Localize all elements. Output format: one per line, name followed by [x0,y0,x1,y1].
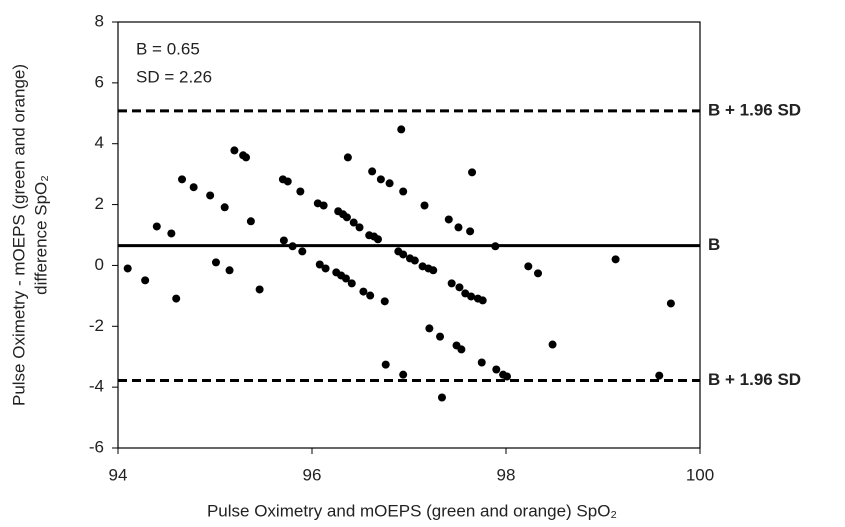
point [457,345,466,354]
point [366,291,375,300]
point [141,276,150,285]
point [315,260,324,269]
point [288,242,297,251]
y-tick-label: -2 [89,316,104,335]
point [246,217,255,226]
point [399,250,408,259]
point [381,360,390,369]
point [385,179,394,188]
point [444,215,453,224]
annotation: B = 0.65 [136,39,200,58]
point [399,187,408,196]
point [225,266,234,275]
point [492,365,501,374]
point [466,227,475,236]
point [298,247,307,256]
point [410,256,419,265]
x-tick-label: 94 [109,465,128,484]
point [425,324,434,333]
point [355,223,364,232]
point [376,175,385,184]
point [477,358,486,367]
point [359,287,368,296]
point [296,187,305,196]
point [373,235,382,244]
point [172,294,181,303]
point [349,218,358,227]
y-tick-label: 8 [95,11,104,30]
point [467,292,476,301]
reference-line-label: B + 1.96 SD [708,370,801,389]
point [342,213,351,222]
point [123,264,132,273]
point [455,283,464,292]
point [436,332,445,341]
point [206,191,215,200]
point [178,175,187,184]
y-tick-label: -4 [89,377,104,396]
point [368,167,377,176]
y-tick-label: 4 [95,133,104,152]
point [399,370,408,379]
point [152,222,161,231]
y-tick-label: 6 [95,72,104,91]
point [478,296,487,305]
point [548,340,557,349]
point [380,297,389,306]
point [420,201,429,210]
point [397,125,406,134]
point [447,279,456,288]
point [666,299,675,308]
point [611,255,620,264]
point [437,393,446,402]
point [242,153,251,162]
point [524,262,533,271]
point [655,371,664,380]
y-axis-title: Pulse Oximetry - mOEPS (green and orange… [9,64,28,406]
point [491,242,500,251]
x-tick-label: 98 [497,465,516,484]
y-tick-label: 2 [95,194,104,213]
x-tick-label: 100 [686,465,714,484]
x-tick-label: 96 [303,465,322,484]
point [283,177,292,186]
y-tick-label: 0 [95,255,104,274]
point [319,201,328,210]
point [220,203,229,212]
point [230,146,239,155]
point [211,258,220,267]
point [189,183,198,192]
y-axis-title: difference SpO₂ [31,175,50,295]
x-axis-title: Pulse Oximetry and mOEPS (green and oran… [207,501,617,520]
point [341,274,350,283]
reference-line-label: B + 1.96 SD [708,100,801,119]
annotation: SD = 2.26 [136,67,212,86]
point [454,223,463,232]
point [502,372,511,381]
plot-frame [117,21,701,449]
point [534,269,543,278]
point [429,266,438,275]
point [255,285,264,294]
y-tick-label: -6 [89,437,104,456]
point [167,229,176,238]
point [468,168,477,177]
reference-line-label: B [708,235,720,254]
point [279,236,288,245]
point [343,153,352,162]
point [347,279,356,288]
point [321,264,330,273]
